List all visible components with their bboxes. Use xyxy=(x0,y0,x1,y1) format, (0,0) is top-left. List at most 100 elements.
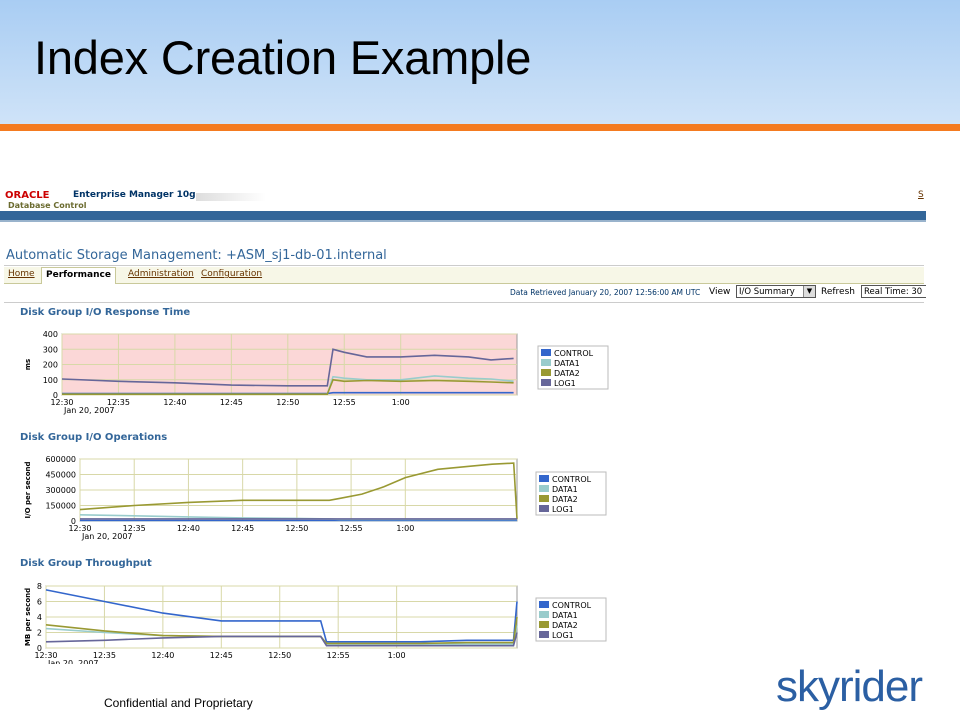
refresh-select[interactable]: Real Time: 30 xyxy=(861,285,926,298)
y-tick-label: 600000 xyxy=(45,455,76,464)
y-tick-label: 0 xyxy=(53,391,58,400)
legend-label: LOG1 xyxy=(554,379,576,388)
x-tick-label: 12:40 xyxy=(151,651,174,660)
skyrider-logo: skyrider xyxy=(776,662,923,711)
orange-divider xyxy=(0,124,960,131)
legend-swatch xyxy=(539,505,549,512)
x-tick-label: 12:55 xyxy=(327,651,350,660)
legend-swatch xyxy=(539,621,549,628)
x-tick-label: 1:00 xyxy=(396,524,414,533)
legend-label: CONTROL xyxy=(552,475,592,484)
x-tick-label: 12:30 xyxy=(34,651,57,660)
legend-label: DATA1 xyxy=(552,611,578,620)
view-select-value: I/O Summary xyxy=(739,287,795,297)
x-tick-label: 1:00 xyxy=(392,398,410,407)
tab-administration[interactable]: Administration xyxy=(128,269,194,279)
y-tick-label: 4 xyxy=(37,613,42,622)
x-tick-label: 12:50 xyxy=(276,398,299,407)
x-tick-label: 12:50 xyxy=(285,524,308,533)
x-tick-label: 12:40 xyxy=(177,524,200,533)
y-axis-label: I/O per second xyxy=(24,461,32,518)
legend-swatch xyxy=(539,611,549,618)
slide-title: Index Creation Example xyxy=(34,31,532,84)
y-tick-label: 8 xyxy=(37,582,42,591)
legend-swatch xyxy=(541,349,551,356)
series-line-log1 xyxy=(61,348,514,387)
branding-gradient xyxy=(196,193,266,201)
legend-label: CONTROL xyxy=(554,349,594,358)
legend-swatch xyxy=(539,601,549,608)
date-label: Jan 20, 2007 xyxy=(63,406,115,415)
y-axis-label: MB per second xyxy=(24,588,32,646)
product-subtitle: Database Control xyxy=(8,201,87,210)
chart-title-response-time: Disk Group I/O Response Time xyxy=(20,307,191,318)
legend-label: DATA1 xyxy=(554,359,580,368)
x-tick-label: 12:45 xyxy=(210,651,233,660)
x-tick-label: 12:55 xyxy=(333,398,356,407)
chevron-down-icon[interactable]: ▼ xyxy=(803,286,815,297)
legend-label: DATA2 xyxy=(552,621,578,630)
y-tick-label: 0 xyxy=(71,517,76,526)
enterprise-manager-screenshot: ORACLE Enterprise Manager 10g Database C… xyxy=(0,184,926,664)
legend-label: DATA2 xyxy=(554,369,580,378)
series-line-control xyxy=(45,589,518,643)
y-tick-label: 300000 xyxy=(45,486,76,495)
legend-swatch xyxy=(539,495,549,502)
em-blue-bar xyxy=(0,211,926,220)
tab-bar: Home Performance Administration Configur… xyxy=(4,267,924,284)
y-tick-label: 150000 xyxy=(45,502,76,511)
y-tick-label: 450000 xyxy=(45,471,76,480)
page-title: Automatic Storage Management: +ASM_sj1-d… xyxy=(6,248,387,263)
refresh-label: Refresh xyxy=(821,287,855,297)
x-tick-label: 12:45 xyxy=(220,398,243,407)
x-tick-label: 12:55 xyxy=(340,524,363,533)
legend-swatch xyxy=(541,369,551,376)
x-tick-label: 12:35 xyxy=(93,651,116,660)
legend-swatch xyxy=(539,475,549,482)
x-tick-label: 12:30 xyxy=(68,524,91,533)
y-tick-label: 300 xyxy=(43,345,58,354)
refresh-select-value: Real Time: 30 xyxy=(864,287,923,297)
y-tick-label: 100 xyxy=(43,376,58,385)
chart-title-throughput: Disk Group Throughput xyxy=(20,558,152,569)
series-line-log1 xyxy=(45,632,518,647)
chart-title-io-operations: Disk Group I/O Operations xyxy=(20,432,168,443)
date-label: Jan 20, 2007 xyxy=(47,659,99,664)
series-line-control xyxy=(62,391,514,395)
y-tick-label: 2 xyxy=(37,629,42,638)
tab-configuration[interactable]: Configuration xyxy=(201,269,263,279)
x-tick-label: 1:00 xyxy=(388,651,406,660)
legend-label: LOG1 xyxy=(552,505,574,514)
tab-performance[interactable]: Performance xyxy=(41,267,116,284)
series-line-data2 xyxy=(62,378,514,395)
legend-swatch xyxy=(541,379,551,386)
y-axis-label: ms xyxy=(24,359,32,370)
date-label: Jan 20, 2007 xyxy=(81,532,133,541)
legend-label: CONTROL xyxy=(552,601,592,610)
y-tick-label: 400 xyxy=(43,330,58,339)
tab-home[interactable]: Home xyxy=(8,269,35,279)
legend-swatch xyxy=(539,485,549,492)
legend-swatch xyxy=(539,631,549,638)
y-tick-label: 6 xyxy=(37,598,42,607)
x-tick-label: 12:30 xyxy=(50,398,73,407)
view-select[interactable]: I/O Summary ▼ xyxy=(736,285,816,298)
global-link[interactable]: S xyxy=(918,190,924,200)
footer-text: Confidential and Proprietary xyxy=(104,696,253,710)
x-tick-label: 12:45 xyxy=(231,524,254,533)
legend-swatch xyxy=(541,359,551,366)
x-tick-label: 12:35 xyxy=(107,398,130,407)
x-tick-label: 12:40 xyxy=(163,398,186,407)
product-name: Enterprise Manager 10g xyxy=(73,190,196,200)
y-tick-label: 200 xyxy=(43,361,58,370)
x-tick-label: 12:50 xyxy=(268,651,291,660)
divider xyxy=(4,302,924,303)
y-tick-label: 0 xyxy=(37,644,42,653)
legend-label: DATA2 xyxy=(552,495,578,504)
em-blue-bar-shadow xyxy=(0,220,926,222)
em-branding-bar: ORACLE Enterprise Manager 10g Database C… xyxy=(0,184,926,210)
view-label: View xyxy=(709,287,731,297)
legend-label: LOG1 xyxy=(552,631,574,640)
series-line-data2 xyxy=(79,462,518,519)
